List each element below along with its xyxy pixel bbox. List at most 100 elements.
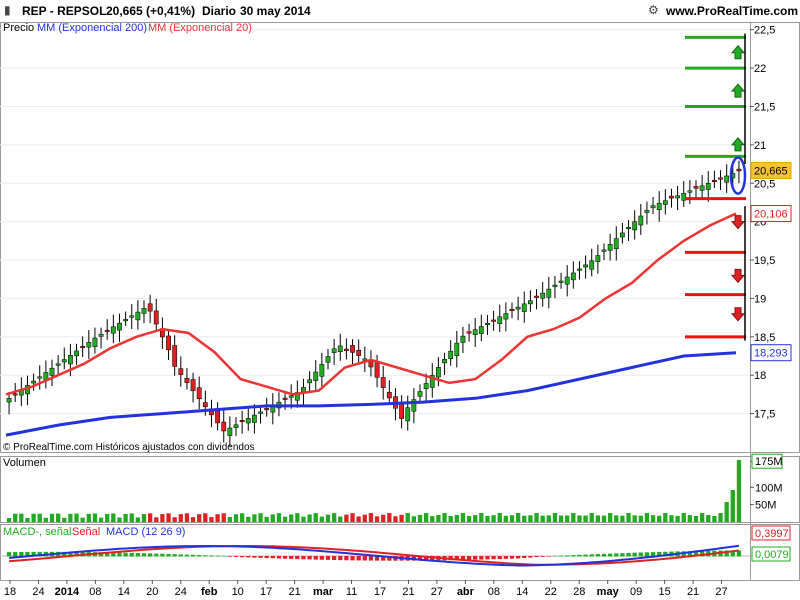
volume-bar — [706, 515, 711, 522]
macd-hist-bar — [724, 550, 729, 557]
candle-body — [313, 371, 319, 381]
volume-bar — [295, 513, 300, 522]
macd-hist-bar — [699, 550, 705, 557]
volume-bar — [442, 513, 447, 522]
macd-hist-bar — [307, 556, 312, 560]
volume-bar — [209, 517, 214, 522]
volume-bar — [141, 514, 147, 522]
macd-hist-bar — [497, 556, 502, 560]
volume-bar — [68, 513, 73, 522]
macd-hist-bar — [178, 554, 183, 557]
volume-bar — [571, 513, 576, 522]
candle-body — [264, 408, 270, 411]
macd-hist-bar — [141, 553, 147, 557]
volume-bar — [632, 515, 637, 522]
volume-bar — [423, 513, 429, 522]
candle-body — [239, 420, 245, 423]
volume-bar — [368, 513, 374, 522]
candle-body — [196, 387, 202, 399]
volume-bar — [565, 515, 570, 522]
candle-body — [577, 268, 582, 271]
candle-body — [656, 202, 662, 211]
macd-hist-bar — [460, 556, 466, 560]
volume-bar — [123, 513, 128, 522]
macd-hist-bar — [620, 553, 625, 557]
volume-bar — [644, 513, 650, 522]
down-arrow-icon — [730, 307, 746, 322]
macd-hist-bar — [687, 551, 693, 557]
volume-bar — [681, 513, 686, 522]
volume-bar — [105, 513, 110, 522]
macd-hist-bar — [528, 556, 533, 558]
volume-bar — [80, 517, 85, 522]
volume-bar — [650, 515, 656, 522]
macd-hist-bar — [264, 556, 269, 559]
candle-body — [61, 359, 67, 363]
volume-bar — [607, 513, 613, 522]
volume-bar — [448, 516, 453, 522]
volume-bar — [454, 515, 459, 522]
x-tick-label: 24 — [175, 586, 187, 598]
x-tick-label: may — [597, 586, 620, 598]
candle-body — [693, 186, 699, 189]
volume-bar — [528, 515, 533, 522]
x-tick-label: 21 — [687, 586, 699, 598]
volume-bar — [239, 513, 245, 522]
candle-body — [190, 379, 196, 391]
value-badge-label: 20,665 — [754, 166, 788, 178]
macd-hist-bar — [454, 556, 459, 561]
candle-body — [724, 175, 730, 183]
wrench-icon[interactable]: ⚙ — [648, 3, 659, 17]
up-arrow-icon — [730, 44, 746, 60]
candle-body — [534, 295, 539, 298]
candle-body — [570, 272, 576, 281]
candle-body — [37, 376, 43, 379]
macd-hist-bar — [387, 556, 392, 561]
x-tick-label: feb — [201, 586, 218, 598]
candle-body — [491, 319, 496, 322]
macd-hist-bar — [62, 551, 67, 557]
volume-bar — [663, 513, 668, 522]
candle-body — [454, 342, 460, 357]
macd-hist-bar — [135, 553, 141, 557]
candle-body — [202, 402, 208, 408]
volume-bar — [344, 514, 349, 522]
x-tick-label: 18 — [4, 586, 16, 598]
volume-bar — [718, 513, 723, 522]
macd-hist-bar — [147, 553, 153, 557]
macd-hist-bar — [601, 553, 607, 557]
macd-hist-bar — [344, 556, 349, 561]
volume-bar — [693, 515, 699, 522]
candle-body — [104, 329, 110, 332]
macd-hist-bar — [356, 556, 361, 561]
volume-bar — [49, 513, 55, 522]
volume-bar — [595, 515, 601, 522]
candle-body — [552, 284, 558, 288]
macd-hist-bar — [160, 553, 165, 557]
macd-hist-bar — [203, 555, 208, 557]
volume-bar — [86, 513, 91, 522]
volume-bar — [601, 515, 607, 522]
menu-icon[interactable]: ▮ — [4, 3, 11, 17]
y-tick-label: 22 — [754, 63, 766, 75]
candle-body — [405, 407, 411, 422]
candle-body — [620, 232, 625, 238]
candle-body — [442, 358, 447, 364]
macd-hist-bar — [227, 556, 233, 557]
volume-bar — [558, 515, 564, 522]
volume-bar — [43, 517, 49, 522]
volume-bar — [313, 513, 318, 522]
candle-body — [337, 345, 343, 352]
volume-bar — [417, 514, 423, 522]
macd-hist-bar — [172, 554, 177, 557]
macd-hist-bar — [626, 552, 631, 557]
macd-hist-bar — [105, 552, 110, 557]
candle-body — [147, 303, 153, 312]
candle-body — [307, 379, 312, 384]
y-tick-label: 21,5 — [754, 101, 775, 113]
macd-hist-bar — [515, 556, 521, 559]
volume-bar — [203, 513, 208, 522]
volume-bar — [147, 513, 153, 522]
volume-bar — [546, 515, 551, 522]
candle-body — [601, 249, 607, 252]
